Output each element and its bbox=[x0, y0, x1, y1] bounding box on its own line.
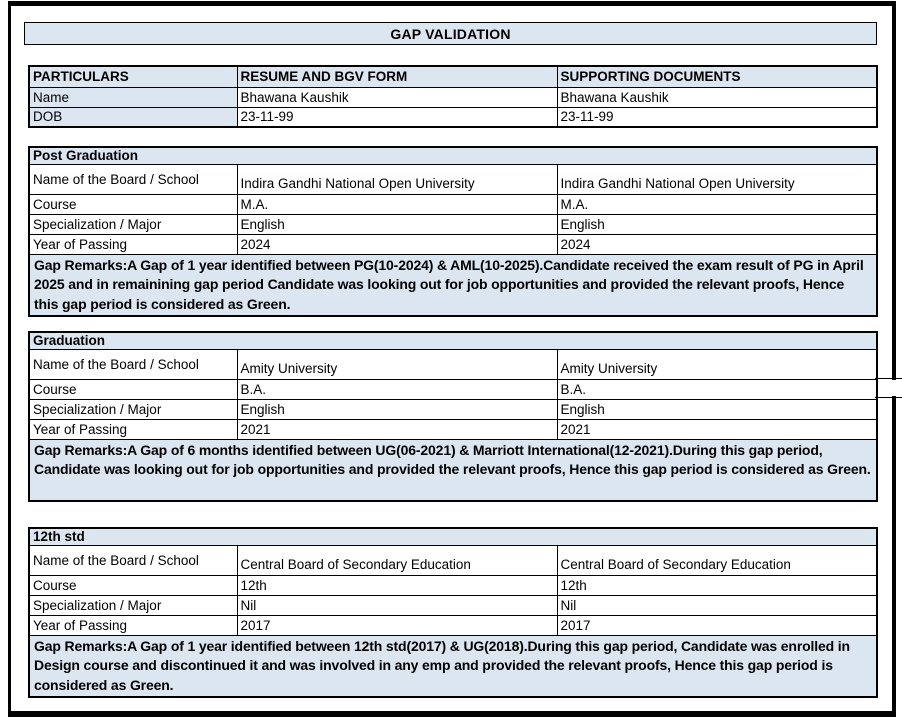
field-label-specialization: Specialization / Major bbox=[28, 398, 238, 420]
supporting-value-course: 12th bbox=[556, 574, 878, 596]
section-header-row: Graduation bbox=[28, 331, 878, 350]
table-row-specialization: Specialization / Major Nil Nil bbox=[28, 594, 878, 616]
table-header-row: PARTICULARS RESUME AND BGV FORM SUPPORTI… bbox=[28, 65, 878, 88]
gridline-extension-bottom bbox=[875, 396, 902, 398]
row-label-name: Name bbox=[28, 86, 238, 108]
table-row-year: Year of Passing 2021 2021 bbox=[28, 418, 878, 440]
table-row-year: Year of Passing 2017 2017 bbox=[28, 614, 878, 636]
resume-value-specialization: English bbox=[236, 398, 558, 420]
resume-value-year: 2017 bbox=[236, 614, 558, 636]
supporting-value-course: M.A. bbox=[556, 193, 878, 215]
section-heading-post-graduation: Post Graduation bbox=[28, 146, 878, 165]
col-header-resume: RESUME AND BGV FORM bbox=[236, 65, 558, 88]
section-header-row: 12th std bbox=[28, 527, 878, 546]
table-row-course: Course 12th 12th bbox=[28, 574, 878, 596]
gap-remarks-row: Gap Remarks:A Gap of 6 months identified… bbox=[28, 438, 878, 502]
resume-value-board: Central Board of Secondary Education bbox=[236, 544, 558, 576]
field-label-year: Year of Passing bbox=[28, 614, 238, 636]
resume-value-course: B.A. bbox=[236, 378, 558, 400]
field-label-year: Year of Passing bbox=[28, 233, 238, 255]
supporting-value-year: 2017 bbox=[556, 614, 878, 636]
table-row-specialization: Specialization / Major English English bbox=[28, 213, 878, 235]
particulars-table: PARTICULARS RESUME AND BGV FORM SUPPORTI… bbox=[28, 65, 878, 128]
supporting-value-specialization: English bbox=[556, 398, 878, 420]
col-header-particulars: PARTICULARS bbox=[28, 65, 238, 88]
table-row-board: Name of the Board / School Indira Gandhi… bbox=[28, 163, 878, 195]
resume-value-specialization: English bbox=[236, 213, 558, 235]
post-graduation-table: Post Graduation Name of the Board / Scho… bbox=[28, 146, 878, 317]
resume-value-specialization: Nil bbox=[236, 594, 558, 616]
supporting-value-year: 2021 bbox=[556, 418, 878, 440]
resume-value-dob: 23-11-99 bbox=[236, 106, 558, 128]
gap-remarks-row: Gap Remarks:A Gap of 1 year identified b… bbox=[28, 253, 878, 317]
gap-remarks-row: Gap Remarks:A Gap of 1 year identified b… bbox=[28, 634, 878, 698]
field-label-course: Course bbox=[28, 193, 238, 215]
gap-remarks-graduation: Gap Remarks:A Gap of 6 months identified… bbox=[28, 438, 878, 502]
field-label-board: Name of the Board / School bbox=[28, 348, 238, 380]
row-label-dob: DOB bbox=[28, 106, 238, 128]
table-row-year: Year of Passing 2024 2024 bbox=[28, 233, 878, 255]
supporting-value-specialization: English bbox=[556, 213, 878, 235]
section-header-row: Post Graduation bbox=[28, 146, 878, 165]
section-heading-12th-std: 12th std bbox=[28, 527, 878, 546]
field-label-specialization: Specialization / Major bbox=[28, 594, 238, 616]
supporting-value-specialization: Nil bbox=[556, 594, 878, 616]
resume-value-board: Amity University bbox=[236, 348, 558, 380]
twelfth-std-table: 12th std Name of the Board / School Cent… bbox=[28, 527, 878, 698]
supporting-value-board: Indira Gandhi National Open University bbox=[556, 163, 878, 195]
graduation-table: Graduation Name of the Board / School Am… bbox=[28, 331, 878, 502]
gridline-extension-top bbox=[875, 377, 902, 379]
table-row-specialization: Specialization / Major English English bbox=[28, 398, 878, 420]
section-heading-graduation: Graduation bbox=[28, 331, 878, 350]
supporting-value-board: Amity University bbox=[556, 348, 878, 380]
resume-value-year: 2024 bbox=[236, 233, 558, 255]
resume-value-name: Bhawana Kaushik bbox=[236, 86, 558, 108]
field-label-course: Course bbox=[28, 378, 238, 400]
supporting-value-dob: 23-11-99 bbox=[556, 106, 878, 128]
supporting-value-course: B.A. bbox=[556, 378, 878, 400]
table-row-board: Name of the Board / School Amity Univers… bbox=[28, 348, 878, 380]
frame-gap bbox=[891, 379, 902, 396]
field-label-year: Year of Passing bbox=[28, 418, 238, 440]
table-row-dob: DOB 23-11-99 23-11-99 bbox=[28, 106, 878, 128]
field-label-board: Name of the Board / School bbox=[28, 544, 238, 576]
gap-remarks-12th-std: Gap Remarks:A Gap of 1 year identified b… bbox=[28, 634, 878, 698]
resume-value-year: 2021 bbox=[236, 418, 558, 440]
gap-remarks-post-graduation: Gap Remarks:A Gap of 1 year identified b… bbox=[28, 253, 878, 317]
supporting-value-board: Central Board of Secondary Education bbox=[556, 544, 878, 576]
page-title: GAP VALIDATION bbox=[24, 22, 877, 45]
table-row-board: Name of the Board / School Central Board… bbox=[28, 544, 878, 576]
table-row-name: Name Bhawana Kaushik Bhawana Kaushik bbox=[28, 86, 878, 108]
resume-value-course: M.A. bbox=[236, 193, 558, 215]
resume-value-board: Indira Gandhi National Open University bbox=[236, 163, 558, 195]
field-label-specialization: Specialization / Major bbox=[28, 213, 238, 235]
col-header-supporting: SUPPORTING DOCUMENTS bbox=[556, 65, 878, 88]
field-label-course: Course bbox=[28, 574, 238, 596]
supporting-value-year: 2024 bbox=[556, 233, 878, 255]
table-row-course: Course B.A. B.A. bbox=[28, 378, 878, 400]
table-row-course: Course M.A. M.A. bbox=[28, 193, 878, 215]
page-title-text: GAP VALIDATION bbox=[390, 25, 511, 42]
supporting-value-name: Bhawana Kaushik bbox=[556, 86, 878, 108]
resume-value-course: 12th bbox=[236, 574, 558, 596]
field-label-board: Name of the Board / School bbox=[28, 163, 238, 195]
